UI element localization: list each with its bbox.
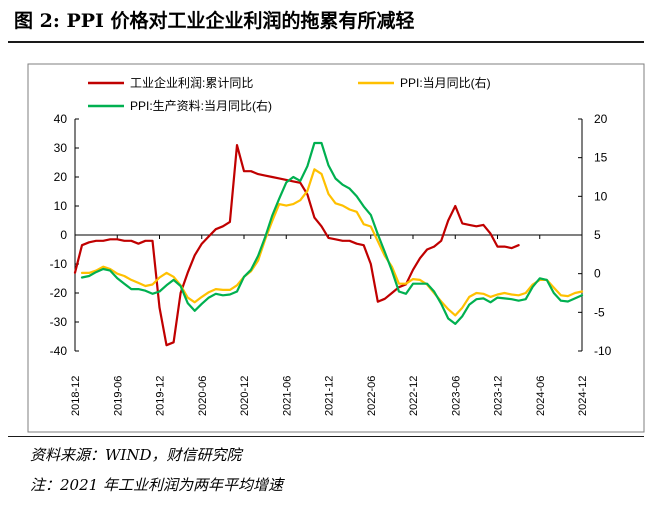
x-tick-label: 2024-12 [577, 376, 589, 416]
bottom-rule [8, 436, 644, 437]
legend-label-1: 工业企业利润:累计同比 [130, 75, 253, 90]
x-tick-label: 2022-06 [366, 376, 378, 416]
y-left-tick-label: 30 [54, 141, 68, 155]
chart-frame [27, 63, 645, 433]
y-right-tick-label: -5 [594, 305, 605, 319]
y-right-tick-label: -10 [594, 344, 612, 358]
y-left-tick-label: 0 [60, 228, 67, 242]
chart-axes: 40 30 20 10 0 -10 -20 -30 -40 20 15 10 5 0 -5 -10 2018-1… [27, 63, 645, 433]
chart-series [73, 141, 584, 347]
legend-label-2: PPI:当月同比(右) [400, 75, 491, 90]
y-left-tick-label: -20 [50, 286, 68, 300]
x-tick-label: 2024-06 [535, 376, 547, 416]
title-rule [8, 41, 644, 43]
footnote: 注：2021 年工业利润为两年平均增速 [30, 476, 283, 494]
series-line-3 [80, 141, 584, 325]
x-tick-label: 2021-06 [281, 376, 293, 416]
series-line-2 [80, 168, 584, 317]
x-tick-label: 2023-12 [493, 376, 505, 416]
y-right-tick-label: 20 [594, 112, 608, 126]
x-tick-label: 2018-12 [70, 376, 82, 416]
y-left-tick-label: -30 [50, 315, 68, 329]
y-left-tick-label: 20 [54, 170, 68, 184]
y-left-tick-label: 40 [54, 112, 68, 126]
chart-legend: 工业企业利润:累计同比 PPI:当月同比(右) PPI:生产资料:当月同比(右) [88, 75, 491, 113]
x-tick-label: 2020-06 [197, 376, 209, 416]
x-tick-label: 2023-06 [450, 376, 462, 416]
legend-label-3: PPI:生产资料:当月同比(右) [130, 98, 272, 113]
source-note: 资料来源：WIND，财信研究院 [30, 446, 242, 464]
y-left-tick-label: -40 [50, 344, 68, 358]
x-tick-label: 2020-12 [239, 376, 251, 416]
series-line-1 [73, 144, 520, 347]
y-left-tick-label: -10 [50, 257, 68, 271]
x-tick-label: 2021-12 [324, 376, 336, 416]
x-tick-label: 2019-06 [112, 376, 124, 416]
y-right-tick-label: 5 [594, 228, 601, 242]
line-chart: 40 30 20 10 0 -10 -20 -30 -40 20 15 10 5 0 -5 -10 2018-1… [27, 63, 645, 433]
y-left-tick-label: 10 [54, 199, 68, 213]
y-right-tick-label: 10 [594, 189, 608, 203]
x-tick-label: 2022-12 [408, 376, 420, 416]
x-tick-label: 2019-12 [155, 376, 167, 416]
figure-title: 图 2: PPI 价格对工业企业利润的拖累有所减轻 [14, 10, 415, 32]
y-right-tick-label: 15 [594, 151, 608, 165]
y-right-tick-label: 0 [594, 267, 601, 281]
